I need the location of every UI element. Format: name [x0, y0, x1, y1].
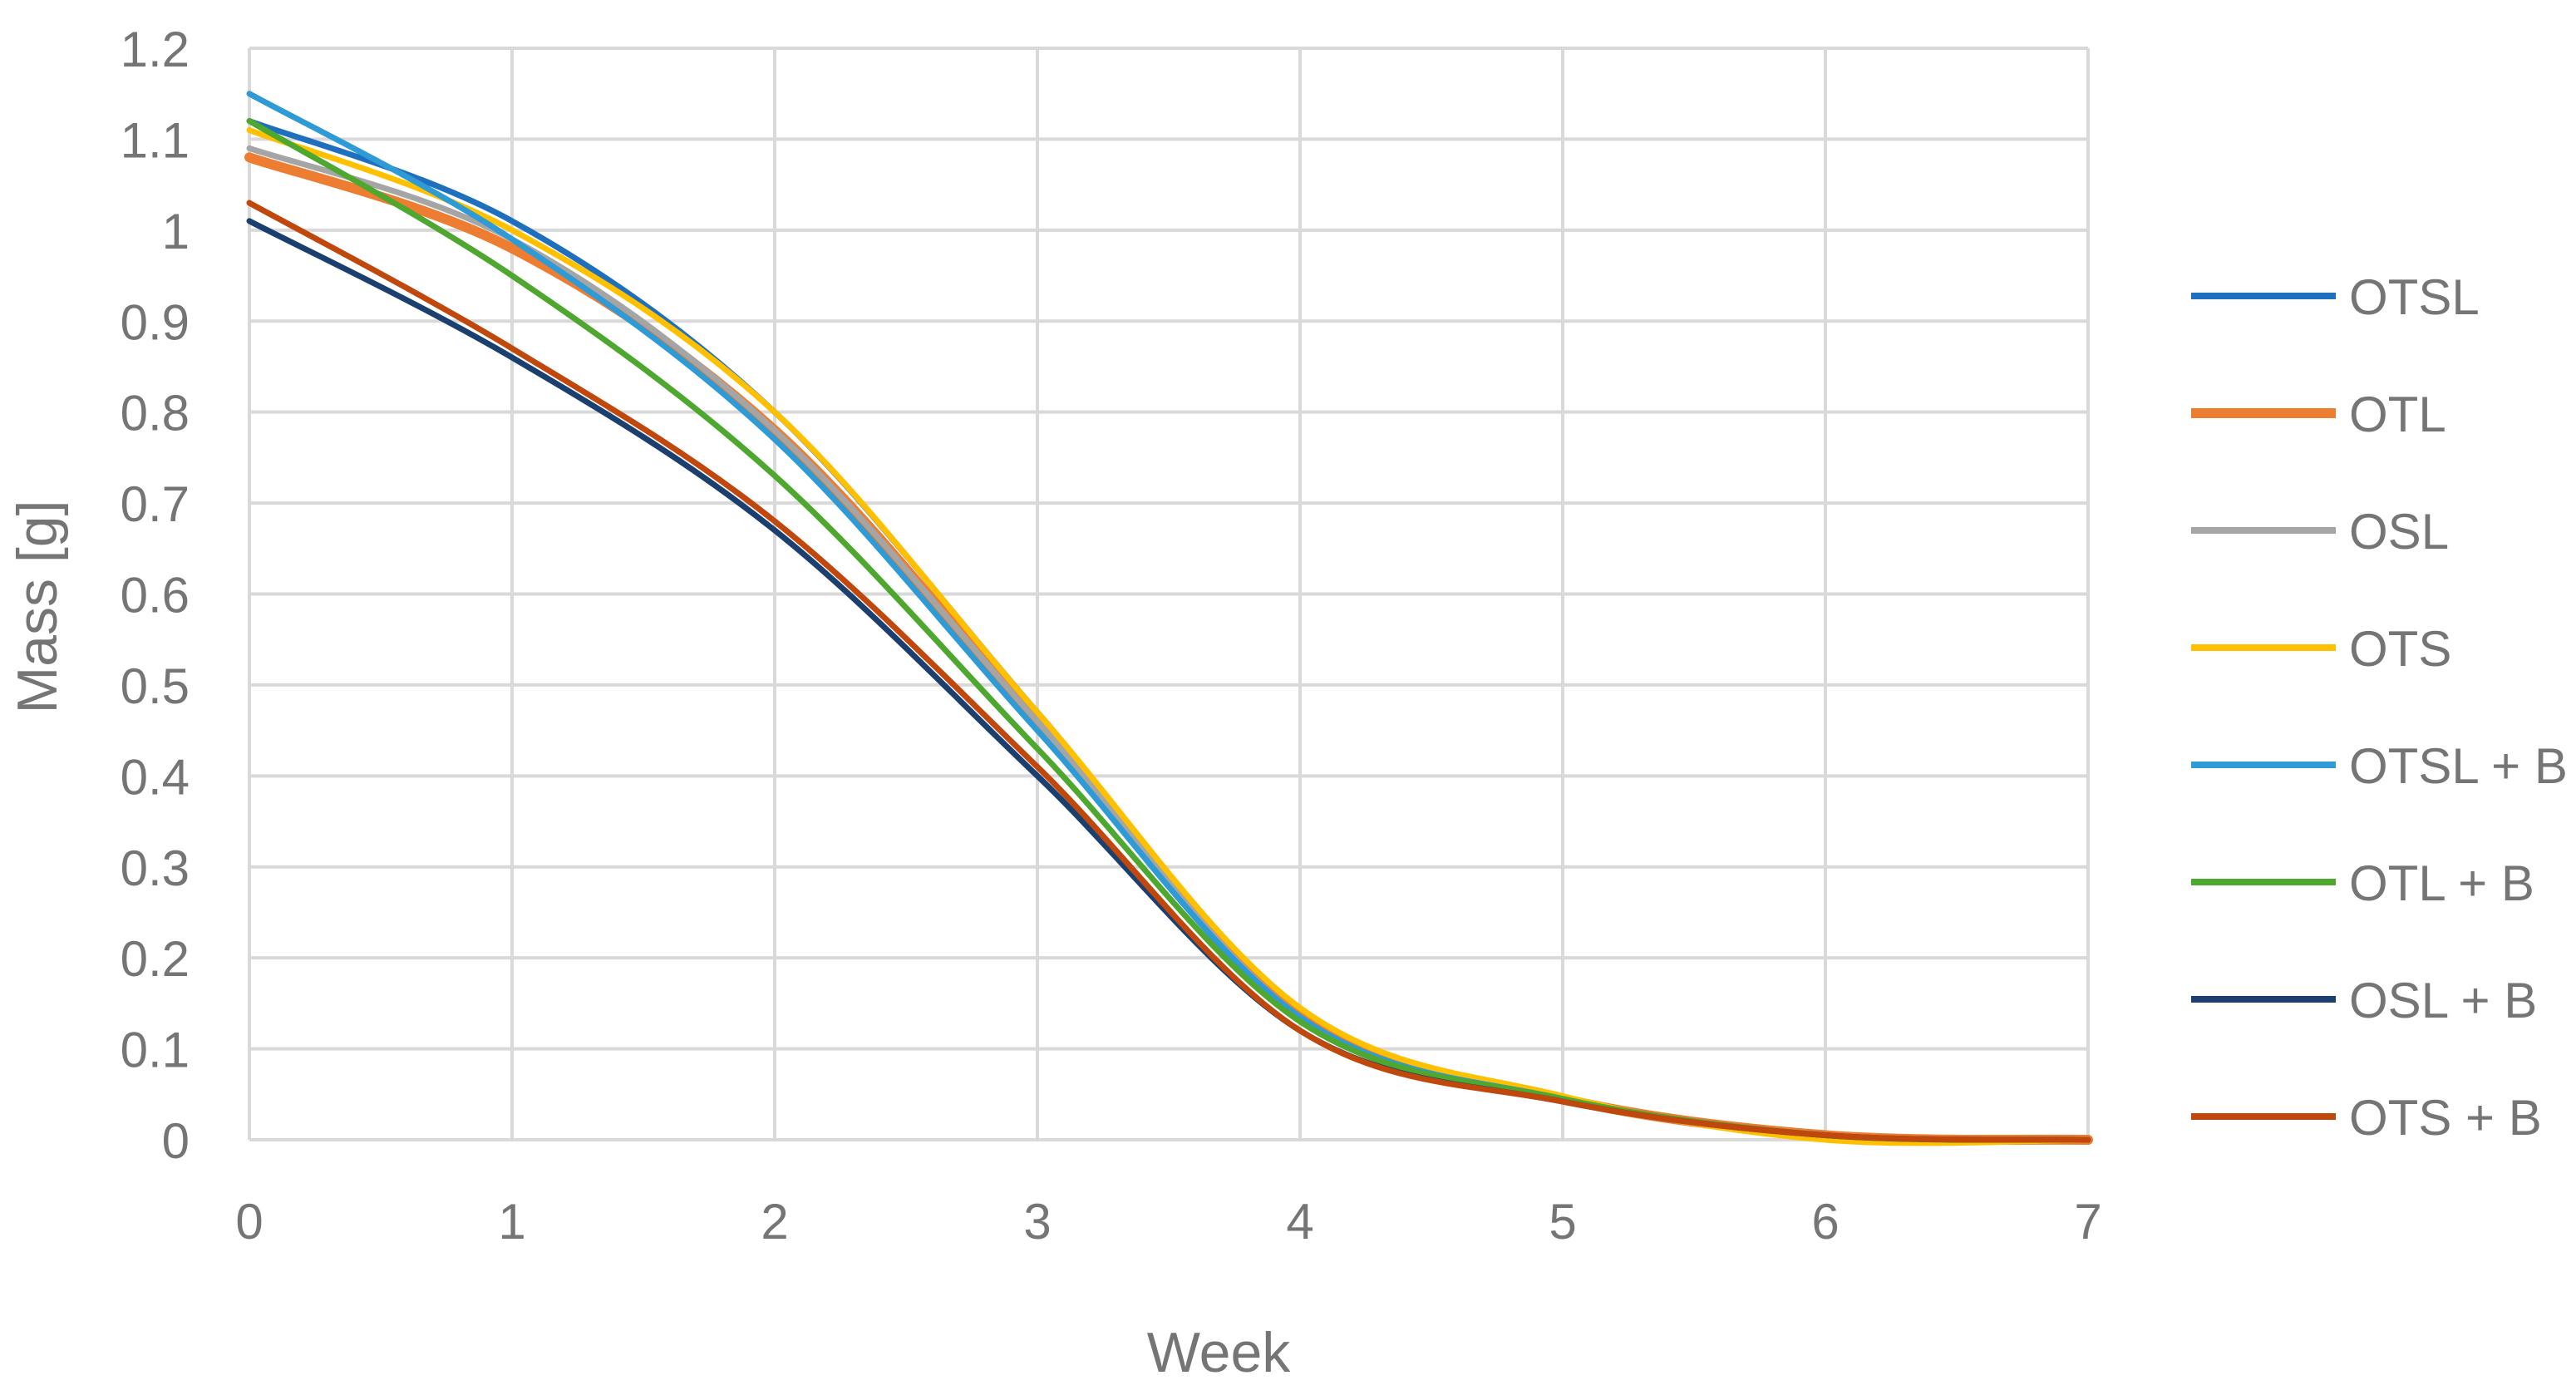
x-tick-label: 0	[235, 1194, 263, 1250]
legend-label-otl-b: OTL + B	[2349, 855, 2534, 911]
y-tick-label: 1	[162, 204, 190, 259]
legend-label-osl: OSL	[2349, 504, 2449, 560]
series-line-osl	[246, 145, 2091, 1143]
series-line-otsl	[246, 118, 2091, 1143]
x-tick-label: 4	[1286, 1194, 1313, 1250]
gridlines	[249, 47, 2090, 1140]
y-tick-label: 0.9	[121, 294, 190, 350]
series-line-otl-b	[246, 118, 2091, 1143]
legend: OTSL OTL OSL OTS OTSL + B OTL + B OSL + B OTS +…	[2191, 269, 2568, 1146]
series-line-otl	[244, 152, 2093, 1146]
y-tick-label: 0.4	[121, 749, 190, 805]
axes	[248, 48, 2088, 1141]
x-tick-label: 5	[1549, 1194, 1576, 1250]
y-axis-label: Mass [g]	[6, 500, 69, 714]
series-line-ots	[246, 126, 2091, 1146]
y-tick-label: 0.6	[121, 568, 190, 624]
legend-label-otsl-b: OTSL + B	[2349, 738, 2568, 794]
legend-label-ots: OTS	[2349, 621, 2451, 677]
x-tick-label: 7	[2074, 1194, 2101, 1250]
series-line-otsl-b	[246, 91, 2091, 1143]
y-tick-label: 1.1	[121, 112, 190, 168]
legend-label-otl: OTL	[2349, 387, 2446, 442]
y-tick-label: 0.1	[121, 1023, 190, 1078]
y-tick-label: 0.2	[121, 931, 190, 987]
legend-label-ots-b: OTS + B	[2349, 1090, 2542, 1146]
series-line-ots-b	[246, 200, 2091, 1143]
x-axis-label: Week	[1147, 1321, 1292, 1384]
series-lines	[244, 91, 2093, 1146]
tick-labels: 0 0.1 0.2 0.3 0.4 0.5 0.6 0.7 0.8 0.9 1 1.1 1.2 0 1 2 3 4…	[121, 22, 2102, 1250]
x-tick-label: 6	[1811, 1194, 1839, 1250]
y-tick-label: 0.8	[121, 386, 190, 441]
legend-label-osl-b: OSL + B	[2349, 973, 2537, 1028]
x-tick-label: 1	[498, 1194, 525, 1250]
y-tick-label: 0.7	[121, 476, 190, 532]
legend-label-otsl: OTSL	[2349, 269, 2480, 325]
x-tick-label: 2	[761, 1194, 788, 1250]
y-tick-label: 0	[162, 1113, 190, 1169]
x-tick-label: 3	[1023, 1194, 1051, 1250]
y-tick-label: 1.2	[121, 22, 190, 77]
y-tick-label: 0.3	[121, 840, 190, 896]
y-tick-label: 0.5	[121, 658, 190, 714]
